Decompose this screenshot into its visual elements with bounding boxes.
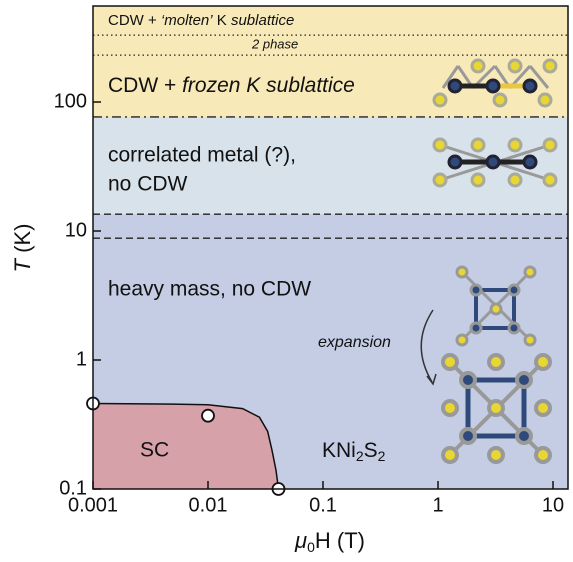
text: T — [10, 257, 35, 272]
two-phase-label: 2 phase — [251, 36, 298, 51]
expansion-label: expansion — [318, 334, 391, 351]
arrow — [420, 309, 434, 383]
heavy-label: heavy mass, no CDW — [108, 278, 311, 301]
text: 2 — [378, 448, 386, 464]
x-tick-label: 10 — [542, 494, 564, 516]
data-point — [201, 408, 215, 423]
text: frozen K sublattice — [182, 74, 355, 97]
correlated-label: no CDW — [108, 173, 188, 196]
crystal-icon — [441, 353, 552, 464]
x-tick-label: 0.01 — [189, 494, 228, 516]
sc-boundary — [92, 402, 280, 490]
text: K — [213, 12, 231, 29]
foreground — [86, 34, 568, 496]
correlated-label: correlated metal (?), — [108, 144, 296, 167]
text: CDW + — [108, 12, 161, 29]
text: KNi — [322, 439, 356, 462]
text: sublattice — [231, 12, 294, 29]
x-tick-label: 0.001 — [68, 494, 118, 516]
text: H (T) — [315, 528, 365, 553]
x-axis-label: μ0H (T) — [294, 528, 365, 555]
text: 2 — [356, 448, 364, 464]
sc-area — [93, 403, 279, 489]
text: S — [364, 439, 378, 462]
crystal-icon — [432, 137, 558, 188]
molten-label: CDW + ‘molten’ K sublattice — [108, 12, 294, 29]
y-tick-label: 10 — [65, 219, 87, 241]
phase-region — [93, 6, 568, 117]
compound-label: KNi2S2 — [322, 439, 386, 464]
text: μ — [294, 528, 307, 553]
frozen-label: CDW + frozen K sublattice — [108, 74, 355, 97]
crystal-icon — [455, 265, 537, 347]
crystal-icon — [432, 58, 558, 108]
text: 0 — [307, 539, 315, 555]
text: ‘molten’ — [161, 12, 213, 29]
x-tick-label: 1 — [432, 494, 443, 516]
arrow-head — [426, 373, 437, 386]
y-tick-label: 100 — [54, 90, 87, 112]
plot-frame — [92, 5, 569, 490]
y-axis-label: T (K) — [10, 224, 35, 273]
sc-label: SC — [140, 439, 169, 462]
x-tick-label: 0.1 — [309, 494, 337, 516]
text: (K) — [10, 224, 35, 259]
y-tick-label: 0.1 — [59, 477, 87, 499]
y-tick-label: 1 — [76, 348, 87, 370]
text: CDW + — [108, 74, 182, 97]
